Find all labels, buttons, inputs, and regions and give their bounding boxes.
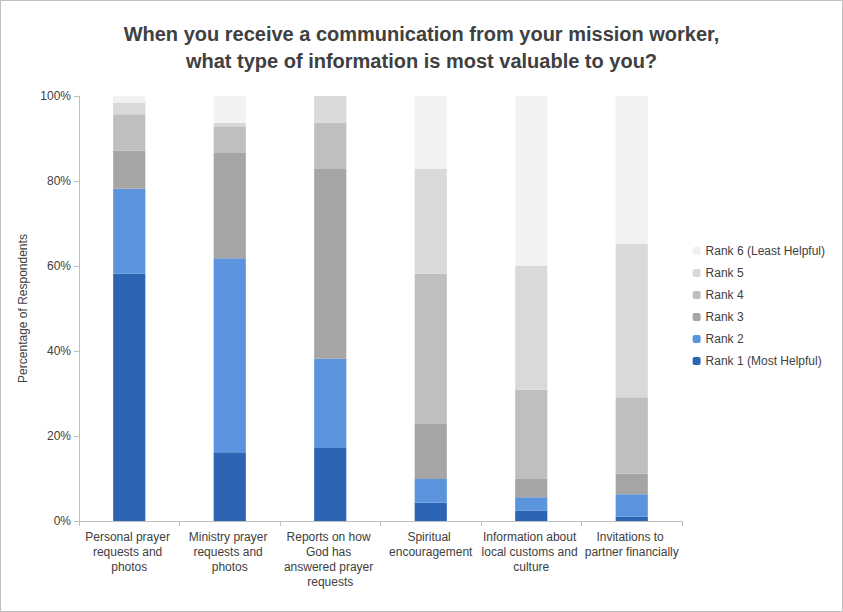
svg-text:80%: 80% <box>47 174 71 188</box>
svg-text:Reports on how: Reports on how <box>287 530 374 544</box>
svg-text:When you receive a communicati: When you receive a communication from yo… <box>124 23 720 45</box>
svg-text:Rank 4: Rank 4 <box>706 288 744 302</box>
svg-text:Rank 6 (Least Helpful): Rank 6 (Least Helpful) <box>706 244 825 258</box>
svg-text:encouragement: encouragement <box>389 545 473 559</box>
svg-text:Invitations to: Invitations to <box>596 530 667 544</box>
svg-text:Rank 5: Rank 5 <box>706 266 744 280</box>
svg-text:Spiritual: Spiritual <box>407 530 454 544</box>
svg-text:requests and: requests and <box>193 545 266 559</box>
svg-text:culture: culture <box>513 560 549 574</box>
svg-text:Information about: Information about <box>483 530 580 544</box>
svg-text:local customs and: local customs and <box>482 545 581 559</box>
svg-text:photos: photos <box>111 560 147 574</box>
svg-text:Rank 1 (Most Helpful): Rank 1 (Most Helpful) <box>706 354 822 368</box>
svg-text:partner financially: partner financially <box>585 545 679 559</box>
svg-text:100%: 100% <box>40 89 71 103</box>
svg-text:Percentage of Respondents: Percentage of Respondents <box>16 234 30 383</box>
svg-text:Rank 2: Rank 2 <box>706 332 744 346</box>
svg-text:answered prayer: answered prayer <box>284 560 377 574</box>
svg-text:Personal prayer: Personal prayer <box>85 530 173 544</box>
svg-text:requests and: requests and <box>93 545 166 559</box>
svg-text:20%: 20% <box>47 429 71 443</box>
svg-text:Rank 3: Rank 3 <box>706 310 744 324</box>
svg-text:60%: 60% <box>47 259 71 273</box>
svg-text:requests: requests <box>307 575 353 589</box>
svg-text:photos: photos <box>212 560 248 574</box>
svg-text:0%: 0% <box>54 514 72 528</box>
svg-text:what type of information is mo: what type of information is most valuabl… <box>185 50 657 72</box>
svg-text:God has: God has <box>306 545 355 559</box>
svg-text:Ministry prayer: Ministry prayer <box>189 530 271 544</box>
svg-text:40%: 40% <box>47 344 71 358</box>
